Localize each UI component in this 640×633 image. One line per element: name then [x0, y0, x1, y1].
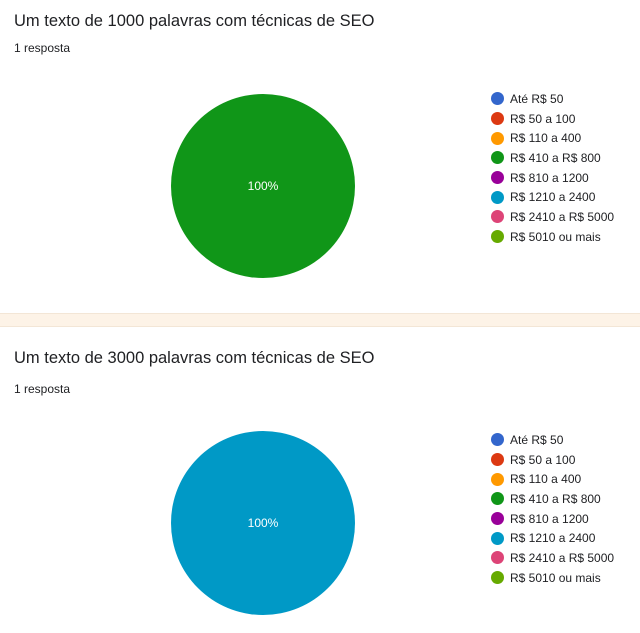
- slice-percent-label: 100%: [248, 179, 279, 193]
- legend-item: R$ 410 a R$ 800: [491, 489, 614, 509]
- pie-chart[interactable]: 100%: [170, 430, 356, 616]
- legend-item: Até R$ 50: [491, 89, 614, 109]
- legend-swatch: [491, 210, 504, 224]
- legend-label: R$ 50 a 100: [510, 452, 576, 467]
- response-count: 1 resposta: [14, 382, 71, 396]
- legend-label: Até R$ 50: [510, 91, 564, 106]
- legend-swatch: [491, 190, 504, 204]
- legend-swatch: [491, 151, 504, 165]
- legend-swatch: [491, 512, 504, 526]
- legend-label: R$ 2410 a R$ 5000: [510, 209, 615, 224]
- question-title: Um texto de 3000 palavras com técnicas d…: [14, 349, 375, 367]
- legend-label: R$ 810 a 1200: [510, 170, 589, 185]
- legend-label: R$ 810 a 1200: [510, 511, 589, 526]
- slice-percent-label: 100%: [248, 516, 279, 530]
- legend-swatch: [491, 531, 504, 545]
- legend-item: R$ 110 a 400: [491, 128, 614, 148]
- chart-legend: Até R$ 50 R$ 50 a 100 R$ 110 a 400 R$ 410 a…: [491, 89, 614, 247]
- legend-item: R$ 1210 a 2400: [491, 187, 614, 207]
- legend-label: Até R$ 50: [510, 432, 564, 447]
- pie-slice[interactable]: [171, 94, 355, 278]
- legend-label: R$ 410 a R$ 800: [510, 491, 601, 506]
- legend-label: R$ 50 a 100: [510, 111, 576, 126]
- legend-item: R$ 810 a 1200: [491, 168, 614, 188]
- legend-item: R$ 50 a 100: [491, 450, 614, 470]
- legend-swatch: [491, 492, 504, 506]
- legend-swatch: [491, 571, 504, 585]
- legend-swatch: [491, 171, 504, 185]
- question-card-1000: Um texto de 1000 palavras com técnicas d…: [0, 0, 640, 313]
- legend-swatch: [491, 433, 504, 447]
- legend-label: R$ 110 a 400: [510, 472, 582, 487]
- legend-label: R$ 5010 ou mais: [510, 570, 601, 585]
- legend-swatch: [491, 551, 504, 565]
- legend-swatch: [491, 92, 504, 106]
- legend-label: R$ 2410 a R$ 5000: [510, 550, 615, 565]
- legend-item: R$ 5010 ou mais: [491, 227, 614, 247]
- card-separator: [0, 313, 640, 327]
- legend-swatch: [491, 230, 504, 244]
- response-count: 1 resposta: [14, 41, 71, 55]
- legend-item: R$ 50 a 100: [491, 109, 614, 129]
- legend-swatch: [491, 112, 504, 126]
- legend-label: R$ 1210 a 2400: [510, 190, 596, 205]
- question-card-3000: Um texto de 3000 palavras com técnicas d…: [0, 327, 640, 633]
- legend-label: R$ 110 a 400: [510, 131, 582, 146]
- legend-label: R$ 5010 ou mais: [510, 229, 601, 244]
- legend-item: R$ 410 a R$ 800: [491, 148, 614, 168]
- legend-item: R$ 5010 ou mais: [491, 568, 614, 588]
- pie-chart[interactable]: 100%: [170, 93, 356, 279]
- legend-label: R$ 410 a R$ 800: [510, 150, 601, 165]
- legend-swatch: [491, 131, 504, 145]
- chart-legend: Até R$ 50 R$ 50 a 100 R$ 110 a 400 R$ 410 a…: [491, 430, 614, 588]
- legend-swatch: [491, 453, 504, 467]
- legend-item: R$ 2410 a R$ 5000: [491, 207, 614, 227]
- legend-item: R$ 810 a 1200: [491, 509, 614, 529]
- legend-swatch: [491, 472, 504, 486]
- legend-item: R$ 1210 a 2400: [491, 528, 614, 548]
- pie-slice[interactable]: [171, 431, 355, 615]
- legend-item: Até R$ 50: [491, 430, 614, 450]
- legend-item: R$ 110 a 400: [491, 469, 614, 489]
- question-title: Um texto de 1000 palavras com técnicas d…: [14, 12, 375, 30]
- legend-item: R$ 2410 a R$ 5000: [491, 548, 614, 568]
- legend-label: R$ 1210 a 2400: [510, 531, 596, 546]
